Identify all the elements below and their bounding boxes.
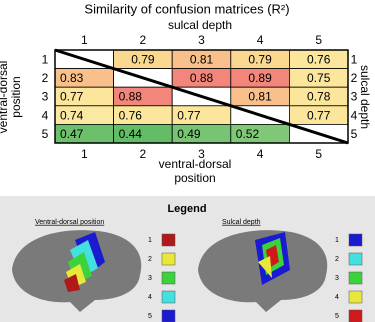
legend-title: Legend (167, 203, 206, 215)
x-tick-label-bottom: 4 (257, 147, 264, 161)
y-tick-label-left: 3 (42, 90, 49, 104)
cell-label: 0.88 (119, 90, 143, 104)
label-line: ventral-dorsal (159, 157, 232, 171)
label-line: position (174, 171, 215, 185)
cell-label: 0.77 (307, 108, 331, 122)
x-tick-label-bottom: 3 (198, 147, 205, 161)
legend-swatch (162, 310, 175, 322)
x-tick-label-bottom: 2 (140, 147, 147, 161)
y-tick-label-right: 1 (351, 52, 358, 66)
x-axis-label-top: sulcal depth (168, 18, 232, 32)
cell-label: 0.83 (60, 71, 84, 85)
x-axis-label-bottom: ventral-dorsalposition (159, 157, 232, 185)
legend-label: 4 (148, 294, 152, 301)
cell-label: 0.76 (307, 52, 331, 66)
cell-label: 0.81 (190, 52, 214, 66)
cell-label: 0.74 (60, 108, 84, 122)
cell-label: 0.79 (131, 52, 155, 66)
cell-label: 0.88 (190, 71, 214, 85)
legend-label: 3 (335, 275, 339, 282)
cell-label: 0.78 (307, 90, 331, 104)
legend-panel-name: Sulcal depth (222, 219, 261, 226)
y-tick-label-left: 1 (42, 52, 49, 66)
legend-label: 5 (148, 313, 152, 320)
y-tick-label-left: 4 (42, 108, 49, 122)
legend-swatch (349, 234, 362, 246)
legend-swatch (162, 253, 175, 265)
legend-label: 4 (335, 294, 339, 301)
x-tick-label-top: 3 (198, 33, 205, 47)
y-tick-label-right: 2 (351, 71, 358, 85)
cell-label: 0.79 (248, 52, 272, 66)
legend-swatch (349, 310, 362, 322)
cell-label: 0.77 (60, 90, 84, 104)
cell-label: 0.44 (119, 127, 143, 141)
cell-label: 0.75 (307, 71, 331, 85)
legend-label: 2 (148, 256, 152, 263)
legend-label: 5 (335, 313, 339, 320)
legend-panel-name: Ventral-dorsal position (35, 219, 104, 226)
legend-label: 3 (148, 275, 152, 282)
legend-swatch (349, 272, 362, 284)
y-tick-label-right: 4 (351, 108, 358, 122)
y-tick-label-left: 5 (42, 127, 49, 141)
label-line: position (9, 76, 23, 117)
y-axis-label-left: ventral-dorsalposition (0, 61, 23, 134)
x-tick-label-bottom: 1 (81, 147, 88, 161)
chart-title: Similarity of confusion matrices (R²) (84, 1, 289, 16)
legend-swatch (349, 253, 362, 265)
y-tick-label-right: 5 (351, 127, 358, 141)
legend-label: 2 (335, 256, 339, 263)
x-tick-label-top: 1 (81, 33, 88, 47)
legend-label: 1 (335, 237, 339, 244)
legend-swatch (162, 234, 175, 246)
x-tick-label-bottom: 5 (315, 147, 322, 161)
y-axis-label-right: sulcal depth (358, 65, 372, 129)
y-tick-label-left: 2 (42, 71, 49, 85)
cell-label: 0.49 (177, 127, 201, 141)
cell-label: 0.77 (177, 108, 201, 122)
cell-label: 0.89 (248, 71, 272, 85)
x-tick-label-top: 5 (315, 33, 322, 47)
legend-swatch (162, 291, 175, 303)
x-tick-label-top: 2 (140, 33, 147, 47)
legend-label: 1 (148, 237, 152, 244)
x-tick-label-top: 4 (257, 33, 264, 47)
legend-swatch (162, 272, 175, 284)
cell-label: 0.47 (60, 127, 84, 141)
cell-label: 0.52 (236, 127, 260, 141)
legend-swatch (349, 291, 362, 303)
y-tick-label-right: 3 (351, 90, 358, 104)
cell-label: 0.76 (119, 108, 143, 122)
cell-label: 0.81 (248, 90, 272, 104)
